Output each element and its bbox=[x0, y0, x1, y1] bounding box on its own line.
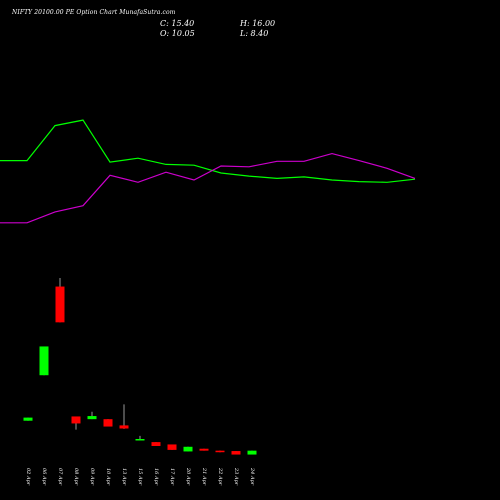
x-tick-label: 15 Apr bbox=[137, 468, 143, 486]
candle-body bbox=[119, 425, 129, 429]
x-tick-label: 17 Apr bbox=[169, 468, 175, 486]
indicator-line-2 bbox=[0, 152, 416, 224]
x-tick-label: 16 Apr bbox=[153, 468, 159, 486]
indicator-line-1 bbox=[0, 119, 416, 183]
candle-body bbox=[103, 419, 113, 427]
candle-body bbox=[199, 448, 209, 451]
x-tick-label: 07 Apr bbox=[57, 468, 63, 486]
chart-title: NIFTY 20100.00 PE Option Chart MunafaSut… bbox=[12, 9, 176, 16]
x-tick-label: 13 Apr bbox=[121, 468, 127, 486]
x-tick-label: 09 Apr bbox=[89, 468, 95, 486]
open-value: O: 10.05 bbox=[160, 29, 195, 38]
x-tick-label: 22 Apr bbox=[217, 467, 223, 486]
high-value: H: 16.00 bbox=[240, 19, 276, 28]
candle-body bbox=[71, 416, 81, 424]
x-tick-label: 24 Apr bbox=[249, 467, 255, 486]
candle-body bbox=[135, 439, 145, 441]
candle-body bbox=[39, 346, 49, 376]
x-tick-label: 06 Apr bbox=[41, 468, 47, 486]
candle-body bbox=[167, 444, 177, 450]
x-tick-label: 08 Apr bbox=[73, 468, 79, 486]
candle-body bbox=[247, 450, 257, 455]
close-value: C: 15.40 bbox=[160, 19, 195, 28]
low-value: L: 8.40 bbox=[240, 29, 269, 38]
candle-body bbox=[231, 451, 241, 455]
candle-body bbox=[215, 450, 225, 453]
candle-body bbox=[183, 446, 193, 452]
candle-body bbox=[23, 417, 33, 421]
candle-body bbox=[87, 416, 97, 420]
candle-body bbox=[55, 286, 65, 323]
x-tick-label: 02 Apr bbox=[25, 468, 31, 486]
x-tick-label: 10 Apr bbox=[105, 468, 111, 486]
candle-body bbox=[151, 442, 161, 446]
x-tick-label: 20 Apr bbox=[185, 467, 191, 486]
x-tick-label: 23 Apr bbox=[233, 467, 239, 486]
x-tick-label: 21 Apr bbox=[201, 467, 207, 486]
